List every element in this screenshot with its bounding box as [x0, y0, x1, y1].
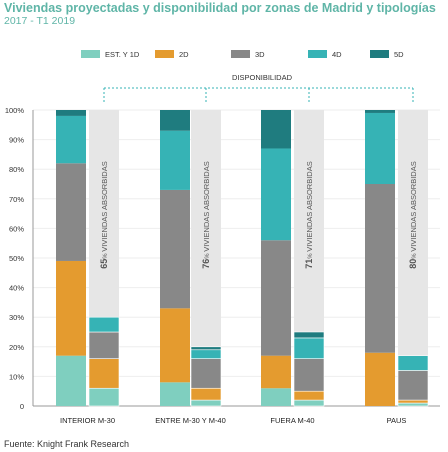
- projected-bar-segment: [365, 110, 395, 113]
- projected-bar-segment: [261, 148, 291, 241]
- absorbed-percent-unit: %: [412, 252, 418, 259]
- absorbed-percent-label: 65% VIVIENDAS ABSORBIDAS: [99, 161, 109, 268]
- absorbed-percent-label: 71% VIVIENDAS ABSORBIDAS: [304, 161, 314, 268]
- y-tick-label: 0: [20, 402, 24, 411]
- available-bar-segment: [88, 387, 120, 407]
- y-tick-label: 40%: [9, 284, 24, 293]
- y-tick-label: 90%: [9, 136, 24, 145]
- absorbed-text: VIVIENDAS ABSORBIDAS: [409, 161, 418, 251]
- available-bar-segment: [293, 399, 325, 407]
- legend-label: 5D: [394, 50, 404, 59]
- available-bar-segment: [397, 399, 429, 404]
- x-category-label: PAUS: [387, 416, 407, 425]
- available-bar-segment: [397, 402, 429, 407]
- available-bar-segment: [293, 337, 325, 359]
- absorbed-percent-unit: %: [205, 252, 211, 259]
- absorbed-percent-value: 71: [304, 259, 314, 269]
- available-bar-segment: [397, 370, 429, 401]
- projected-bar-segment: [261, 355, 291, 389]
- y-tick-label: 100%: [5, 106, 25, 115]
- available-bar-segment: [88, 316, 120, 333]
- projected-bar-segment: [56, 163, 86, 261]
- available-bar-segment: [190, 387, 222, 401]
- projected-bar-segment: [160, 130, 190, 190]
- projected-bar-segment: [56, 115, 86, 164]
- legend-label: 3D: [255, 50, 265, 59]
- projected-bar-segment: [365, 184, 395, 353]
- legend-label: 2D: [179, 50, 189, 59]
- absorbed-percent-value: 80: [408, 259, 418, 269]
- x-category-label: INTERIOR M-30: [60, 416, 115, 425]
- absorbed-text: VIVIENDAS ABSORBIDAS: [100, 161, 109, 251]
- available-bar-segment: [190, 346, 222, 351]
- available-bar-segment: [293, 331, 325, 339]
- legend-label: 4D: [332, 50, 342, 59]
- legend-swatch: [155, 50, 174, 58]
- y-tick-label: 70%: [9, 195, 24, 204]
- y-tick-label: 20%: [9, 343, 24, 352]
- absorbed-percent-label: 76% VIVIENDAS ABSORBIDAS: [201, 161, 211, 268]
- absorbed-text: VIVIENDAS ABSORBIDAS: [202, 161, 211, 251]
- legend-label: EST. Y 1D: [105, 50, 140, 59]
- projected-bar-segment: [56, 355, 86, 406]
- legend-swatch: [370, 50, 389, 58]
- available-bar-segment: [190, 358, 222, 389]
- y-tick-label: 50%: [9, 254, 24, 263]
- chart-subtitle: 2017 - T1 2019: [4, 15, 76, 27]
- projected-bar-segment: [160, 189, 190, 309]
- legend-swatch: [81, 50, 100, 58]
- absorbed-percent-value: 65: [99, 259, 109, 269]
- absorbed-percent-label: 80% VIVIENDAS ABSORBIDAS: [408, 161, 418, 268]
- available-bar-segment: [88, 358, 120, 389]
- y-tick-label: 80%: [9, 165, 24, 174]
- projected-bar-segment: [56, 260, 86, 356]
- absorbed-percent-unit: %: [103, 252, 109, 259]
- projected-bar-segment: [160, 308, 190, 383]
- projected-bar-segment: [160, 110, 190, 131]
- x-category-label: ENTRE M-30 Y M-40: [155, 416, 226, 425]
- y-tick-label: 60%: [9, 224, 24, 233]
- y-tick-label: 30%: [9, 313, 24, 322]
- absorbed-percent-unit: %: [308, 252, 314, 259]
- projected-bar-segment: [261, 240, 291, 356]
- projected-bar-segment: [261, 110, 291, 149]
- chart-title: Viviendas proyectadas y disponibilidad p…: [4, 1, 436, 15]
- projected-bar-segment: [56, 110, 86, 116]
- legend-swatch: [231, 50, 250, 58]
- legend-swatch: [308, 50, 327, 58]
- projected-bar-segment: [160, 382, 190, 406]
- projected-bar-segment: [261, 388, 291, 406]
- available-bar-segment: [190, 349, 222, 359]
- x-category-label: FUERA M-40: [270, 416, 314, 425]
- projected-bar-segment: [365, 112, 395, 184]
- source-note: Fuente: Knight Frank Research: [4, 439, 130, 449]
- absorbed-percent-value: 76: [201, 259, 211, 269]
- absorbed-text: VIVIENDAS ABSORBIDAS: [305, 161, 314, 251]
- projected-bar-segment: [365, 352, 395, 406]
- availability-label: DISPONIBILIDAD: [232, 73, 293, 82]
- available-bar-segment: [293, 390, 325, 401]
- y-tick-label: 10%: [9, 372, 24, 381]
- available-bar-segment: [190, 399, 222, 407]
- available-bar-segment: [293, 358, 325, 392]
- available-bar-segment: [397, 355, 429, 371]
- available-bar-segment: [88, 331, 120, 359]
